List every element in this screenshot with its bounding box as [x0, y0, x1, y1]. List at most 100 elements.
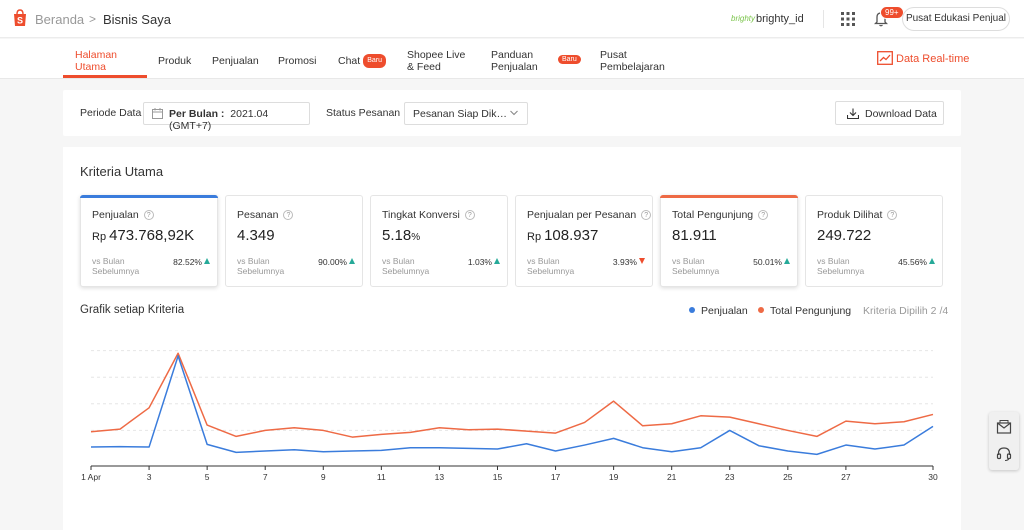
download-data-button[interactable]: Download Data	[835, 101, 944, 125]
selected-indicator	[660, 195, 798, 198]
arrow-up-icon	[494, 258, 500, 264]
x-tick-label: 15	[493, 472, 503, 482]
metric-change-value: 45.56%	[898, 257, 927, 267]
metric-title: Total Pengunjung?	[672, 209, 769, 221]
info-icon[interactable]: ?	[283, 210, 294, 221]
metric-card[interactable]: Total Pengunjung? 81.911 vs Bulan Sebelumn…	[660, 195, 798, 287]
info-icon[interactable]: ?	[641, 210, 652, 221]
currency: Rp	[527, 231, 542, 243]
x-tick-label: 5	[205, 472, 210, 482]
metric-number: 108.937	[544, 227, 599, 244]
period-date: 2021.04 (GMT+7)	[169, 108, 269, 132]
tab-chat[interactable]: Chat Baru	[338, 54, 386, 68]
tab-label: Produk	[158, 55, 192, 67]
series-line-total-pengunjung[interactable]	[90, 352, 934, 438]
info-icon[interactable]: ?	[143, 210, 154, 221]
info-icon[interactable]: ?	[887, 210, 898, 221]
mail-icon[interactable]	[996, 419, 1012, 435]
metric-card[interactable]: Penjualan per Pesanan? Rp 108.937 vs Bulan …	[515, 195, 653, 287]
legend-dot	[689, 307, 695, 313]
metric-compare-label: vs Bulan Sebelumnya	[817, 256, 865, 276]
period-picker[interactable]: Per Bulan : 2021.04 (GMT+7)	[143, 102, 310, 132]
metric-card[interactable]: Pesanan? 4.349 vs Bulan Sebelumnya 90.00%	[225, 195, 363, 287]
metric-value: 4.349	[237, 227, 275, 244]
order-status-select[interactable]: Pesanan Siap Dikirim	[404, 102, 528, 125]
metric-card[interactable]: Tingkat Konversi? 5.18% vs Bulan Sebelumny…	[370, 195, 508, 287]
x-tick-label: 21	[667, 472, 677, 482]
svg-text:S: S	[17, 16, 23, 26]
tab-label: Chat	[338, 54, 361, 67]
metric-change-value: 90.00%	[318, 257, 347, 267]
metric-number: 249.722	[817, 227, 872, 244]
metric-title: Penjualan per Pesanan?	[527, 209, 652, 221]
metric-change: 1.03%	[468, 257, 500, 267]
metric-card[interactable]: Penjualan? Rp 473.768,92K vs Bulan Sebelumn…	[80, 195, 218, 287]
metric-change: 3.93%	[613, 257, 645, 267]
realtime-data-link[interactable]: Data Real-time	[896, 53, 970, 65]
headset-icon[interactable]	[996, 446, 1012, 462]
metric-title: Produk Dilihat?	[817, 209, 898, 221]
tab-halaman-utama[interactable]: Halaman Utama	[75, 49, 145, 73]
breadcrumb-home[interactable]: Beranda	[35, 12, 85, 27]
new-badge: Baru	[363, 54, 386, 68]
legend-penjualan[interactable]: Penjualan	[689, 305, 748, 317]
tab-penjualan[interactable]: Penjualan	[212, 55, 259, 67]
metric-compare-label: vs Bulan Sebelumnya	[672, 256, 720, 276]
line-chart: 1 Apr 3 5 7 9 11 13 15 17 19 21 23 25 27 30	[81, 350, 938, 482]
x-tick-label: 9	[321, 472, 326, 482]
tab-label: Promosi	[278, 55, 317, 67]
order-status-label: Status Pesanan	[326, 107, 401, 119]
section-title: Kriteria Utama	[80, 164, 164, 179]
metric-value: Rp 473.768,92K	[92, 227, 194, 244]
metric-change: 45.56%	[898, 257, 935, 267]
x-tick-label: 23	[725, 472, 735, 482]
edu-center-button[interactable]: Pusat Edukasi Penjual	[902, 7, 1010, 31]
active-tab-indicator	[63, 75, 147, 78]
metric-change-value: 1.03%	[467, 257, 492, 267]
info-icon[interactable]: ?	[758, 210, 769, 221]
tab-shopee-live[interactable]: Shopee Live & Feed	[407, 49, 469, 73]
x-tick-label: 19	[609, 472, 619, 482]
metric-compare-label: vs Bulan Sebelumnya	[92, 256, 140, 276]
metric-value: Rp 108.937	[527, 227, 598, 244]
shop-avatar[interactable]: brighty	[731, 14, 756, 23]
criteria-selected-count: Kriteria Dipilih 2 /4	[863, 305, 949, 317]
legend-total-pengunjung[interactable]: Total Pengunjung	[758, 305, 851, 317]
legend-dot	[758, 307, 764, 313]
period-value: Per Bulan : 2021.04 (GMT+7)	[169, 108, 309, 132]
x-tick-label: 7	[263, 472, 268, 482]
metric-compare-label: vs Bulan Sebelumnya	[382, 256, 430, 276]
arrow-up-icon	[349, 258, 355, 264]
tab-panduan-penjualan[interactable]: Panduan Penjualan	[491, 49, 553, 73]
tab-pusat-pembelajaran[interactable]: Pusat Pembelajaran	[600, 49, 670, 73]
chart-trend-icon[interactable]	[877, 51, 893, 65]
order-status-value: Pesanan Siap Dikirim	[413, 108, 507, 120]
metric-change-value: 3.93%	[612, 257, 637, 267]
calendar-icon	[152, 108, 163, 119]
download-label: Download Data	[865, 108, 937, 120]
username[interactable]: brighty_id	[756, 13, 804, 25]
metric-number: 81.911	[672, 227, 717, 244]
tab-promosi[interactable]: Promosi	[278, 55, 317, 67]
metric-change: 50.01%	[753, 257, 790, 267]
shopee-logo-icon[interactable]: S	[12, 9, 28, 27]
info-icon[interactable]: ?	[464, 210, 475, 221]
apps-grid-icon[interactable]	[841, 12, 855, 26]
currency: Rp	[92, 231, 107, 243]
series-line-penjualan[interactable]	[90, 355, 934, 456]
metric-compare-label: vs Bulan Sebelumnya	[237, 256, 285, 276]
arrow-up-icon	[784, 258, 790, 264]
filter-bar: Periode Data Per Bulan : 2021.04 (GMT+7)…	[63, 90, 961, 136]
x-tick-label: 1 Apr	[81, 472, 101, 482]
metric-number: 5.18	[382, 227, 412, 244]
x-tick-label: 17	[551, 472, 561, 482]
metric-change-value: 50.01%	[753, 257, 782, 267]
divider	[823, 10, 824, 28]
notification-badge: 99+	[880, 6, 904, 19]
metric-value: 5.18%	[382, 227, 420, 244]
graph-title: Grafik setiap Kriteria	[80, 304, 185, 316]
tab-produk[interactable]: Produk	[158, 55, 191, 67]
metric-title: Penjualan?	[92, 209, 154, 221]
tab-label: Pusat Pembelajaran	[600, 49, 665, 73]
metric-card[interactable]: Produk Dilihat? 249.722 vs Bulan Sebelumny…	[805, 195, 943, 287]
